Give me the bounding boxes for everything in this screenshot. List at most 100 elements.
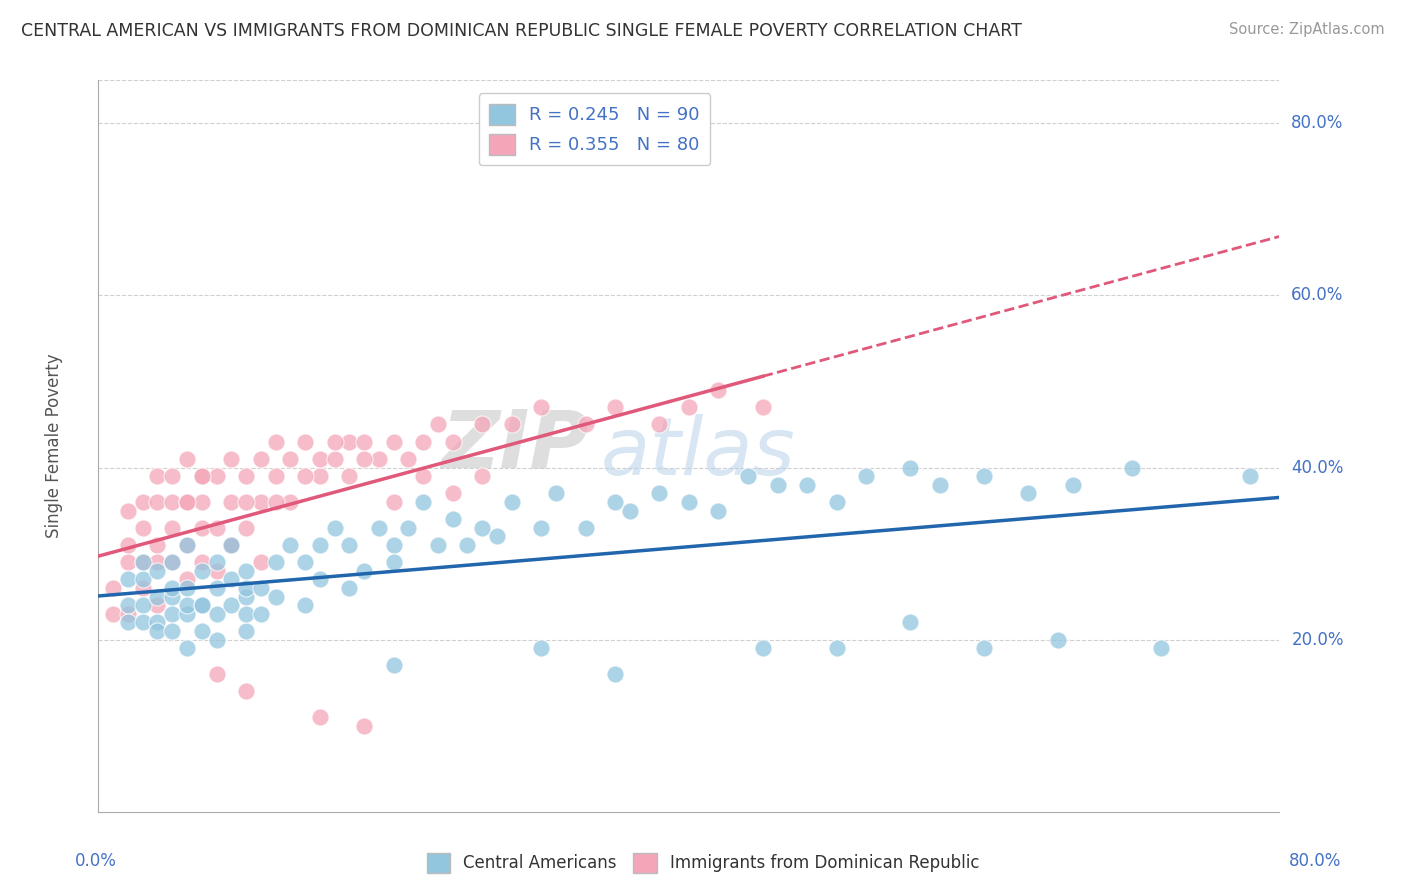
Text: ZIP: ZIP xyxy=(441,407,589,485)
Point xyxy=(205,521,228,535)
Point xyxy=(205,607,228,621)
Point xyxy=(146,590,169,604)
Point xyxy=(398,451,420,466)
Point xyxy=(250,495,273,509)
Point xyxy=(530,641,553,656)
Point xyxy=(103,607,125,621)
Point xyxy=(132,521,155,535)
Point xyxy=(294,434,316,449)
Point xyxy=(530,401,553,415)
Point xyxy=(309,573,332,587)
Point xyxy=(1121,460,1143,475)
Point xyxy=(353,451,375,466)
Point xyxy=(117,555,139,569)
Point xyxy=(619,503,641,517)
Point xyxy=(707,383,730,397)
Point xyxy=(309,451,332,466)
Point xyxy=(235,521,257,535)
Point xyxy=(441,512,464,526)
Point xyxy=(250,581,273,595)
Point xyxy=(309,710,332,724)
Point xyxy=(221,538,243,552)
Point xyxy=(176,573,198,587)
Point xyxy=(117,607,139,621)
Point xyxy=(929,477,952,491)
Point xyxy=(132,495,155,509)
Point xyxy=(368,521,391,535)
Point xyxy=(575,521,598,535)
Point xyxy=(707,503,730,517)
Point xyxy=(900,460,922,475)
Point xyxy=(235,624,257,638)
Point xyxy=(294,555,316,569)
Point xyxy=(191,564,214,578)
Point xyxy=(235,684,257,698)
Point xyxy=(752,401,775,415)
Point xyxy=(1018,486,1040,500)
Text: 20.0%: 20.0% xyxy=(1291,631,1344,648)
Point xyxy=(191,521,214,535)
Point xyxy=(501,417,523,432)
Point xyxy=(221,538,243,552)
Point xyxy=(117,615,139,630)
Point xyxy=(309,469,332,483)
Point xyxy=(441,486,464,500)
Point xyxy=(205,555,228,569)
Point xyxy=(471,417,494,432)
Point xyxy=(412,469,434,483)
Point xyxy=(162,581,183,595)
Point xyxy=(162,495,183,509)
Point xyxy=(1239,469,1261,483)
Point xyxy=(575,417,598,432)
Text: 0.0%: 0.0% xyxy=(75,852,117,870)
Point xyxy=(191,598,214,612)
Legend: R = 0.245   N = 90, R = 0.355   N = 80: R = 0.245 N = 90, R = 0.355 N = 80 xyxy=(478,93,710,165)
Point xyxy=(176,607,198,621)
Point xyxy=(132,573,155,587)
Point xyxy=(176,495,198,509)
Point xyxy=(530,521,553,535)
Point xyxy=(737,469,759,483)
Text: 80.0%: 80.0% xyxy=(1288,852,1341,870)
Point xyxy=(132,615,155,630)
Point xyxy=(162,624,183,638)
Point xyxy=(162,590,183,604)
Point xyxy=(146,495,169,509)
Point xyxy=(382,658,405,673)
Point xyxy=(176,581,198,595)
Point xyxy=(264,469,287,483)
Point xyxy=(339,538,361,552)
Point xyxy=(235,495,257,509)
Point xyxy=(973,641,995,656)
Point xyxy=(250,607,273,621)
Point xyxy=(264,590,287,604)
Point xyxy=(250,555,273,569)
Point xyxy=(900,615,922,630)
Point xyxy=(221,573,243,587)
Point xyxy=(294,598,316,612)
Point xyxy=(766,477,789,491)
Point xyxy=(280,495,302,509)
Point xyxy=(162,469,183,483)
Point xyxy=(264,555,287,569)
Text: Source: ZipAtlas.com: Source: ZipAtlas.com xyxy=(1229,22,1385,37)
Point xyxy=(146,615,169,630)
Point xyxy=(162,555,183,569)
Point xyxy=(457,538,479,552)
Point xyxy=(264,434,287,449)
Point xyxy=(221,451,243,466)
Point xyxy=(132,581,155,595)
Point xyxy=(427,417,450,432)
Point xyxy=(1150,641,1173,656)
Point xyxy=(162,607,183,621)
Point xyxy=(486,529,509,543)
Point xyxy=(191,495,214,509)
Point xyxy=(752,641,775,656)
Point xyxy=(205,581,228,595)
Point xyxy=(146,469,169,483)
Point xyxy=(132,555,155,569)
Point xyxy=(855,469,877,483)
Point xyxy=(412,434,434,449)
Point xyxy=(191,555,214,569)
Point xyxy=(132,555,155,569)
